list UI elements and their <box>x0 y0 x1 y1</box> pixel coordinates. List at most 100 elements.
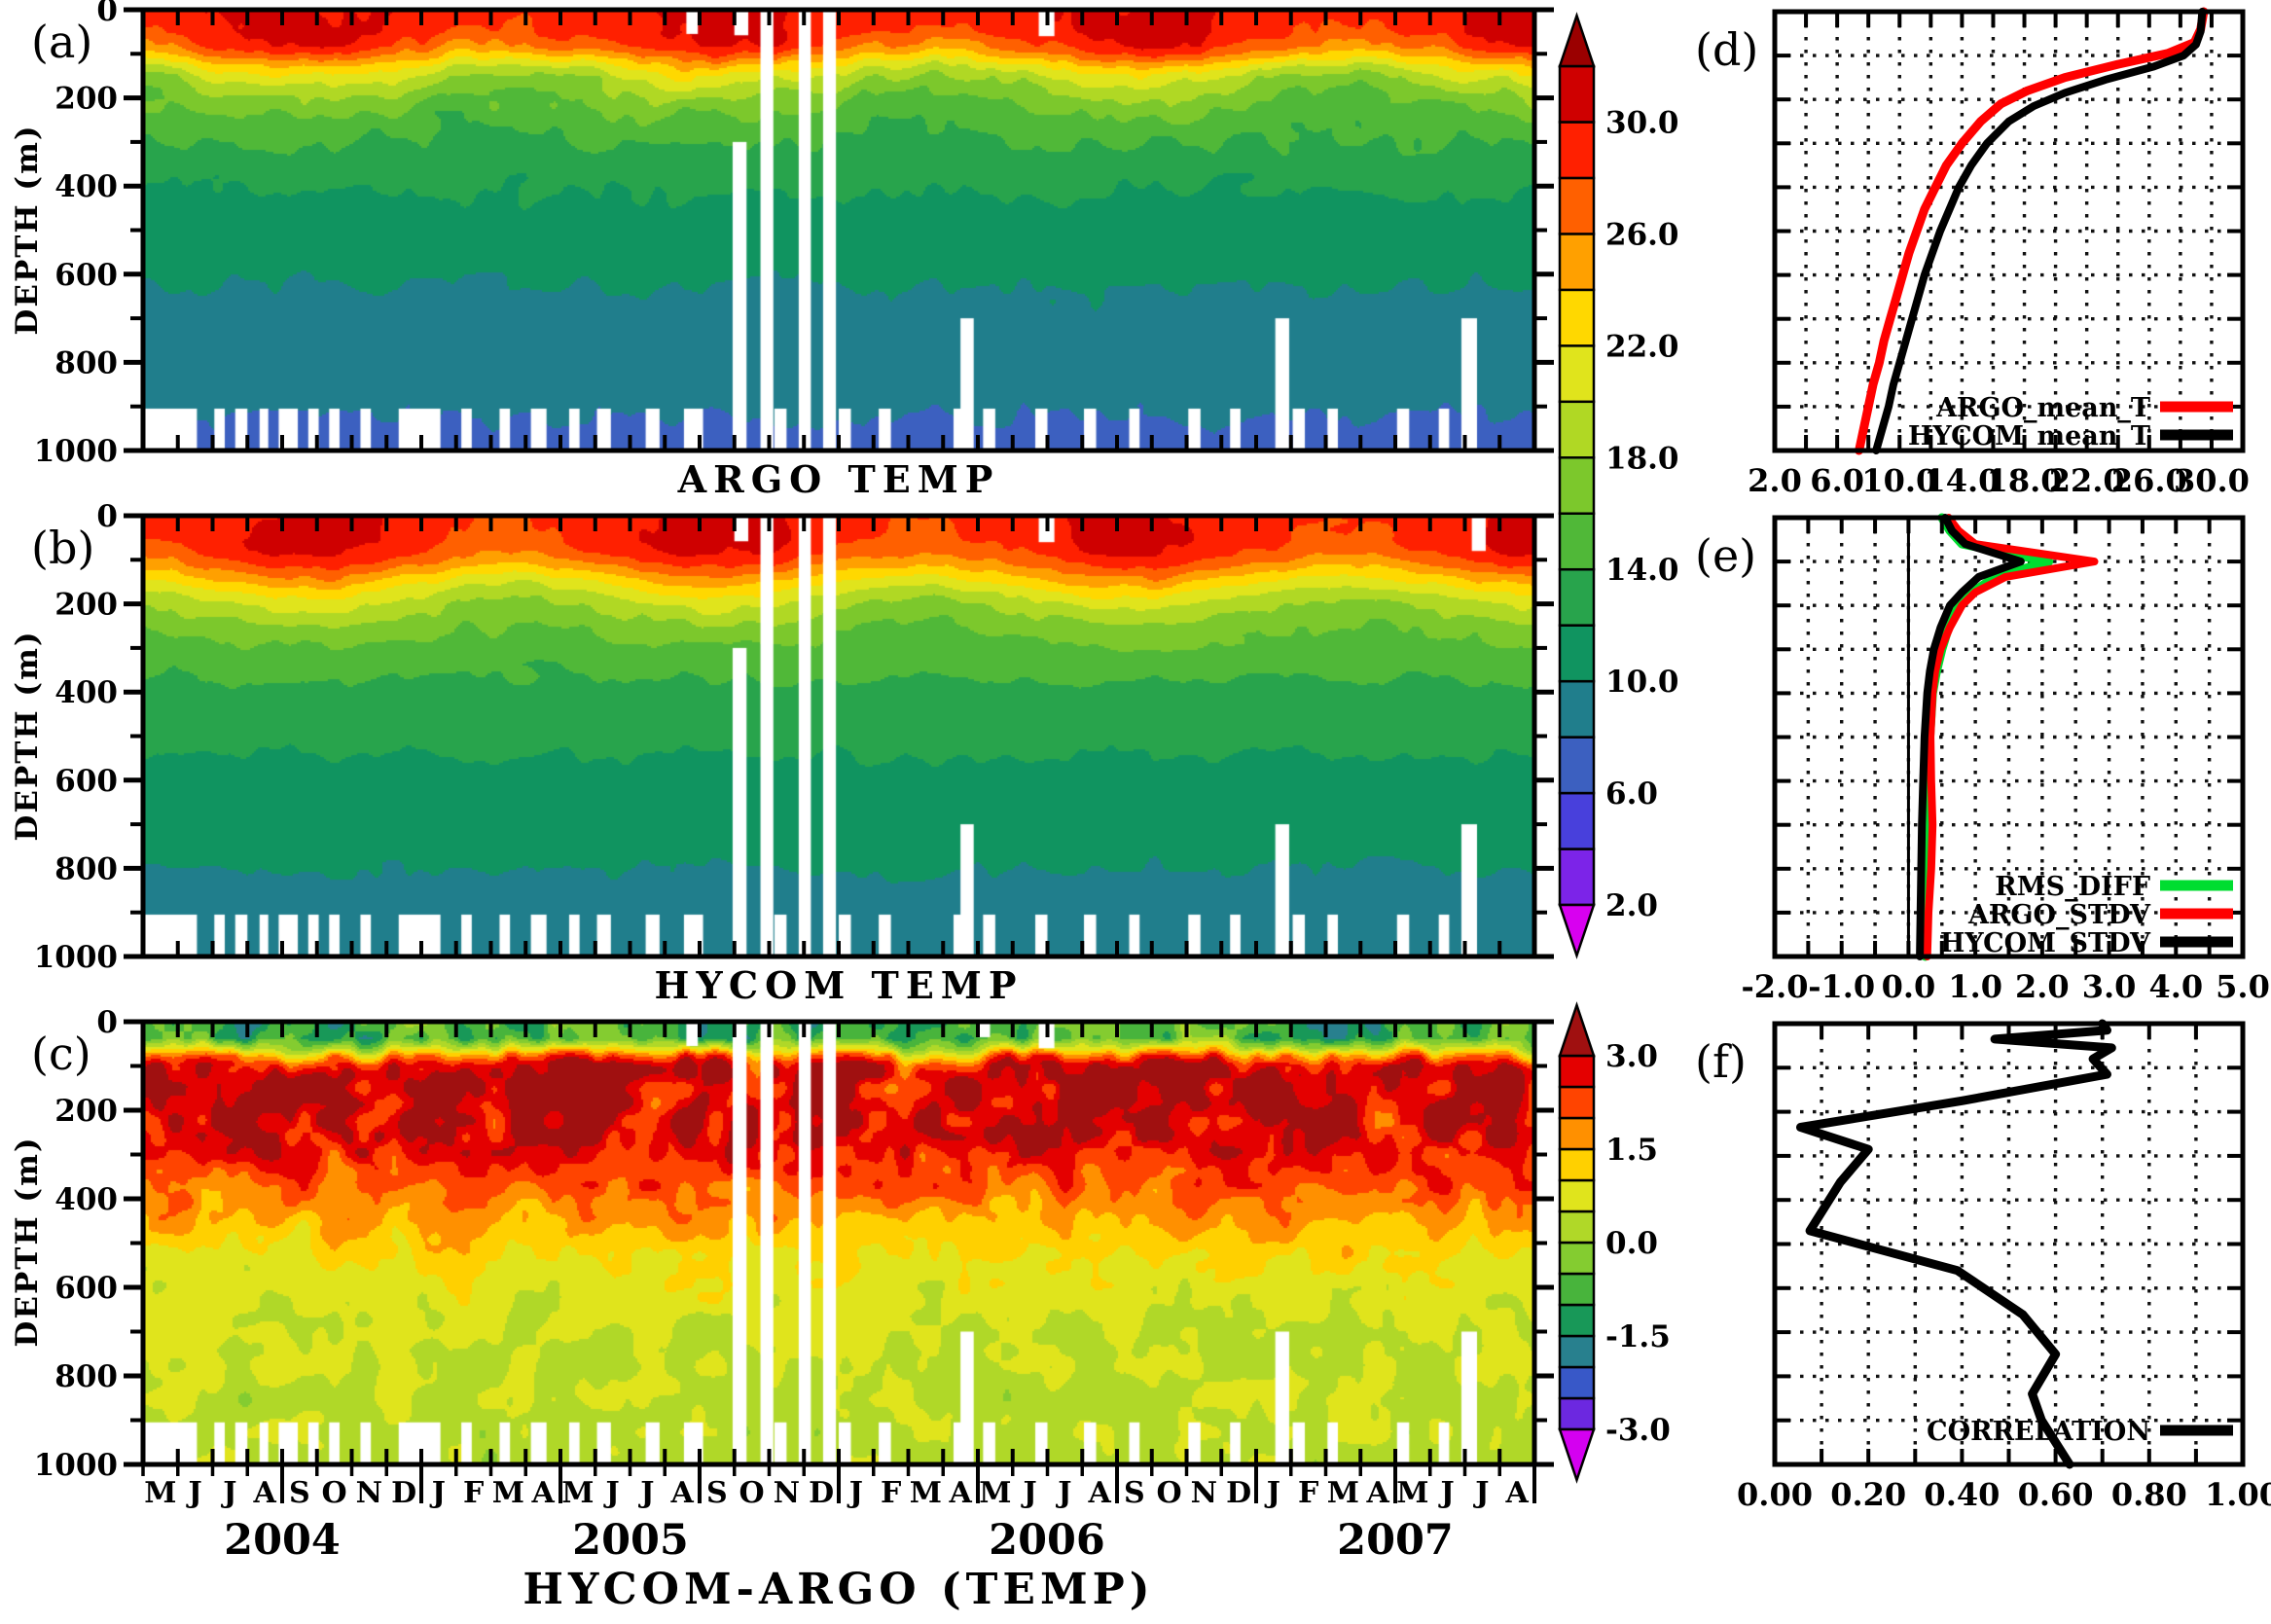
month-label: J <box>1438 1476 1455 1510</box>
colorbar-diff-arrow-up <box>1558 1001 1596 1058</box>
month-label: D <box>809 1476 834 1510</box>
title-hycom-temp: HYCOM TEMP <box>654 963 1024 1007</box>
legend-label-RMS_DIFF: RMS_DIFF <box>1995 872 2150 902</box>
month-label: M <box>1396 1476 1428 1510</box>
year-label-2005: 2005 <box>572 1516 689 1565</box>
month-label: J <box>847 1476 863 1510</box>
legend-label-ARGO_mean_T: ARGO_mean_T <box>1935 393 2150 423</box>
year-label-2007: 2007 <box>1337 1516 1454 1565</box>
xtick-label-e: 1.0 <box>1948 968 2002 1005</box>
month-label: F <box>463 1476 484 1510</box>
month-label: J <box>220 1476 236 1510</box>
depth-tick-label: 200 <box>54 82 118 117</box>
profile-panel-f <box>1772 1019 2246 1469</box>
colorbar-temp <box>1558 12 1596 959</box>
panel-c-frame <box>124 1019 1554 1467</box>
xtick-label-d: 2.0 <box>1748 462 1802 499</box>
year-label-2006: 2006 <box>989 1516 1105 1565</box>
colorbar-diff-label: -3.0 <box>1605 1413 1671 1448</box>
colorbar-diff <box>1558 1001 1596 1484</box>
depth-tick-label: 0 <box>96 1005 118 1040</box>
xtick-label-f: 0.40 <box>1924 1476 2000 1513</box>
title-hycom-argo-temp: HYCOM-ARGO (TEMP) <box>523 1565 1155 1614</box>
xtick-label-e: -1.0 <box>1808 968 1875 1005</box>
ylabel-depth-a: DEPTH (m) <box>10 124 45 336</box>
month-label: O <box>739 1476 765 1510</box>
xtick-label-e: 3.0 <box>2082 968 2137 1005</box>
month-label: M <box>910 1476 942 1510</box>
month-label: J <box>1472 1476 1489 1510</box>
xtick-label-f: 0.00 <box>1737 1476 1813 1513</box>
heatmap-hycom-minus-argo <box>143 1022 1534 1464</box>
colorbar-temp-label: 26.0 <box>1605 217 1679 252</box>
month-label: N <box>356 1476 382 1510</box>
depth-tick-label: 600 <box>54 258 118 293</box>
panel-label-d: (d) <box>1695 23 1759 76</box>
xtick-label-e: 5.0 <box>2216 968 2270 1005</box>
month-label: M <box>144 1476 176 1510</box>
panel-label-f: (f) <box>1695 1035 1747 1088</box>
month-label: J <box>1021 1476 1037 1510</box>
colorbar-temp-label: 14.0 <box>1605 553 1679 588</box>
month-label: M <box>561 1476 594 1510</box>
panel-a-frame <box>124 7 1554 453</box>
colorbar-temp-label: 18.0 <box>1605 441 1679 476</box>
month-label: O <box>322 1476 347 1510</box>
ylabel-depth-b: DEPTH (m) <box>10 630 45 842</box>
colorbar-diff-label: 3.0 <box>1605 1039 1658 1074</box>
xtick-label-d: 18.0 <box>1987 462 2063 499</box>
month-label: J <box>603 1476 620 1510</box>
year-label-2004: 2004 <box>224 1516 341 1565</box>
depth-tick-label: 1000 <box>34 940 118 975</box>
month-label: A <box>948 1476 972 1510</box>
month-label: A <box>1087 1476 1111 1510</box>
xtick-label-d: 22.0 <box>2049 462 2125 499</box>
series-ARGO_STDV <box>1923 514 2099 960</box>
xtick-label-f: 0.80 <box>2111 1476 2187 1513</box>
month-label: F <box>1298 1476 1318 1510</box>
colorbar-temp-label: 10.0 <box>1605 665 1679 700</box>
month-label: D <box>391 1476 416 1510</box>
month-label: N <box>774 1476 800 1510</box>
month-label: A <box>1504 1476 1529 1510</box>
xtick-label-f: 1.00 <box>2205 1476 2271 1513</box>
colorbar-diff-label: 1.5 <box>1605 1133 1658 1168</box>
xtick-label-e: 0.0 <box>1882 968 1936 1005</box>
profile-panel-e <box>1772 513 2246 961</box>
xtick-label-d: 6.0 <box>1810 462 1864 499</box>
colorbar-temp-arrow-down <box>1558 903 1596 959</box>
depth-tick-label: 1000 <box>34 434 118 469</box>
month-label: S <box>289 1476 310 1510</box>
panel-b-frame <box>124 513 1554 959</box>
series-CORRELATION <box>1796 1019 2116 1469</box>
month-label: A <box>252 1476 276 1510</box>
xtick-label-d: 10.0 <box>1861 462 1937 499</box>
ylabel-depth-c: DEPTH (m) <box>10 1136 45 1348</box>
colorbar-temp-label: 30.0 <box>1605 105 1679 140</box>
xtick-label-d: 30.0 <box>2174 462 2250 499</box>
panel-label-e: (e) <box>1695 529 1757 582</box>
depth-tick-label: 600 <box>54 1271 118 1306</box>
month-label: A <box>530 1476 555 1510</box>
month-label: S <box>706 1476 728 1510</box>
colorbar-temp-label: 22.0 <box>1605 329 1679 364</box>
depth-tick-label: 400 <box>54 169 118 204</box>
title-argo-temp: ARGO TEMP <box>677 457 1000 501</box>
colorbar-temp-label: 2.0 <box>1605 888 1658 923</box>
depth-tick-label: 0 <box>96 0 118 28</box>
depth-tick-label: 800 <box>54 345 118 380</box>
depth-tick-label: 800 <box>54 1359 118 1394</box>
xtick-label-f: 0.20 <box>1830 1476 1906 1513</box>
month-label: A <box>1365 1476 1389 1510</box>
month-label: J <box>637 1476 654 1510</box>
legend-label-HYCOM_STDV: HYCOM_STDV <box>1940 928 2151 958</box>
depth-tick-label: 1000 <box>34 1448 118 1483</box>
depth-tick-label: 600 <box>54 764 118 799</box>
panel-label-a: (a) <box>31 16 93 68</box>
month-label: M <box>979 1476 1011 1510</box>
month-label: D <box>1226 1476 1251 1510</box>
colorbar-diff-arrow-down <box>1558 1427 1596 1484</box>
xtick-label-e: -2.0 <box>1742 968 1809 1005</box>
